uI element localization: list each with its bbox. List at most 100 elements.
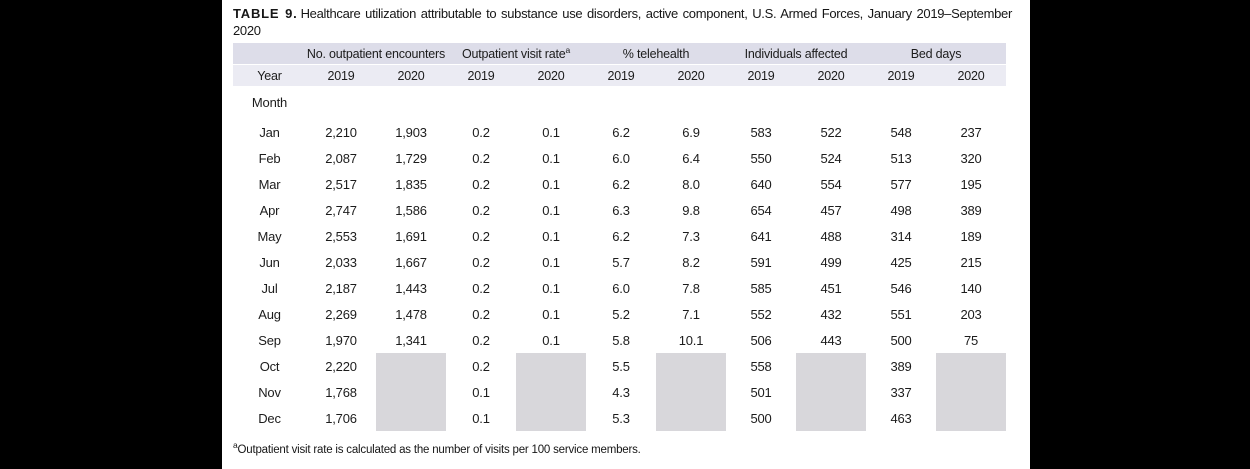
data-cell: 585 [750,280,772,296]
data-cell: 640 [750,176,772,192]
data-cell: 548 [890,124,912,140]
year-row: Year 2019 2020 2019 2020 2019 2020 2019 … [233,65,1007,86]
column-group-spacer [233,43,306,65]
empty-cell [586,86,656,119]
data-cell: 488 [820,228,842,244]
data-cell: 0.1 [542,150,560,166]
data-cell: 2,269 [325,306,357,322]
data-cell: 2,087 [325,150,357,166]
data-cell: 2,553 [325,228,357,244]
data-cell: 451 [820,280,842,296]
data-cell: 499 [820,254,842,270]
table-title: TABLE 9. Healthcare utilization attributa… [233,5,1012,39]
data-cell: 7.3 [682,228,700,244]
data-cell: 498 [890,202,912,218]
empty-cell [936,86,1006,119]
year-row-label: Year [233,65,306,86]
column-group-label: Outpatient visit rate [461,46,566,61]
data-cell: 500 [890,332,912,348]
month-cell: Jul [261,280,278,296]
table-title-text: Healthcare utilization attributable to s… [233,6,1012,38]
missing-data-cell [516,379,586,405]
column-group-label: No. outpatient encounters [306,46,446,61]
empty-cell [446,86,516,119]
data-cell: 463 [890,410,912,426]
data-cell: 0.1 [542,202,560,218]
data-cell: 0.1 [542,332,560,348]
data-cell: 0.1 [472,410,490,426]
year-header: 2019 [586,65,656,86]
data-cell: 1,970 [325,332,357,348]
missing-data-cell [796,353,867,379]
data-cell: 8.0 [682,176,700,192]
missing-data-cell [656,379,726,405]
table-row: Jan 2,210 1,903 0.2 0.1 6.2 6.9 583 522 548 237 [233,119,1006,145]
empty-cell [726,86,796,119]
data-cell: 546 [890,280,912,296]
column-group-outpatient-visit-rate: Outpatient visit ratea [446,43,586,65]
month-cell: Feb [258,150,281,166]
data-cell: 513 [890,150,912,166]
column-group-percent-telehealth: % telehealth [586,43,726,65]
data-cell: 140 [960,280,982,296]
data-cell: 522 [820,124,842,140]
data-cell: 7.1 [682,306,700,322]
data-cell: 432 [820,306,842,322]
missing-data-cell [796,379,867,405]
data-cell: 591 [750,254,772,270]
data-cell: 2,033 [325,254,357,270]
data-cell: 0.2 [472,202,490,218]
data-cell: 0.2 [472,280,490,296]
year-header: 2020 [376,65,446,86]
column-group-superscript: a [565,44,571,55]
year-header: 2020 [936,65,1007,86]
data-cell: 6.0 [612,150,630,166]
month-header-row: Month [233,86,1006,119]
table-row: Jul 2,187 1,443 0.2 0.1 6.0 7.8 585 451 546 140 [233,275,1006,301]
footnote-text: Outpatient visit rate is calculated as t… [237,444,641,456]
data-cell: 2,187 [325,280,357,296]
data-cell: 457 [820,202,842,218]
table-row: Nov 1,768 0.1 4.3 501 337 [233,379,1007,405]
data-cell: 5.5 [612,358,630,374]
data-cell: 1,835 [395,176,427,192]
empty-cell [796,86,866,119]
empty-cell [866,86,936,119]
data-cell: 389 [890,358,912,374]
data-cell: 6.4 [682,150,700,166]
data-cell: 389 [960,202,982,218]
data-cell: 203 [960,306,982,322]
missing-data-cell [936,379,1007,405]
data-cell: 215 [960,254,982,270]
data-cell: 1,341 [395,332,427,348]
data-cell: 577 [890,176,912,192]
data-cell: 237 [960,124,982,140]
data-cell: 320 [960,150,982,166]
table-row: Aug 2,269 1,478 0.2 0.1 5.2 7.1 552 432 551 203 [233,301,1006,327]
data-cell: 1,706 [325,410,357,426]
year-header: 2020 [796,65,867,86]
missing-data-cell [376,353,446,379]
data-cell: 5.8 [612,332,630,348]
table-row: Jun 2,033 1,667 0.2 0.1 5.7 8.2 591 499 425 215 [233,249,1006,275]
table-body: Month Jan 2,210 1,903 0.2 0.1 6.2 6.9 583 522 548… [233,86,1007,431]
data-cell: 5.3 [612,410,630,426]
table-row: Mar 2,517 1,835 0.2 0.1 6.2 8.0 640 554 577 195 [233,171,1006,197]
data-cell: 6.2 [612,124,630,140]
year-header: 2020 [656,65,726,86]
empty-cell [376,86,446,119]
missing-data-cell [516,405,586,431]
data-cell: 7.8 [682,280,700,296]
data-cell: 9.8 [682,202,700,218]
table-row: Dec 1,706 0.1 5.3 500 463 [233,405,1007,431]
data-cell: 443 [820,332,842,348]
column-group-row: No. outpatient encounters Outpatient vis… [233,43,1007,65]
table-row: May 2,553 1,691 0.2 0.1 6.2 7.3 641 488 314 189 [233,223,1006,249]
table-footnote: aOutpatient visit rate is calculated as … [233,441,1019,456]
missing-data-cell [376,405,446,431]
data-cell: 552 [750,306,772,322]
data-cell: 189 [960,228,982,244]
data-cell: 0.2 [472,332,490,348]
month-cell: Mar [258,176,281,192]
data-cell: 4.3 [612,384,630,400]
